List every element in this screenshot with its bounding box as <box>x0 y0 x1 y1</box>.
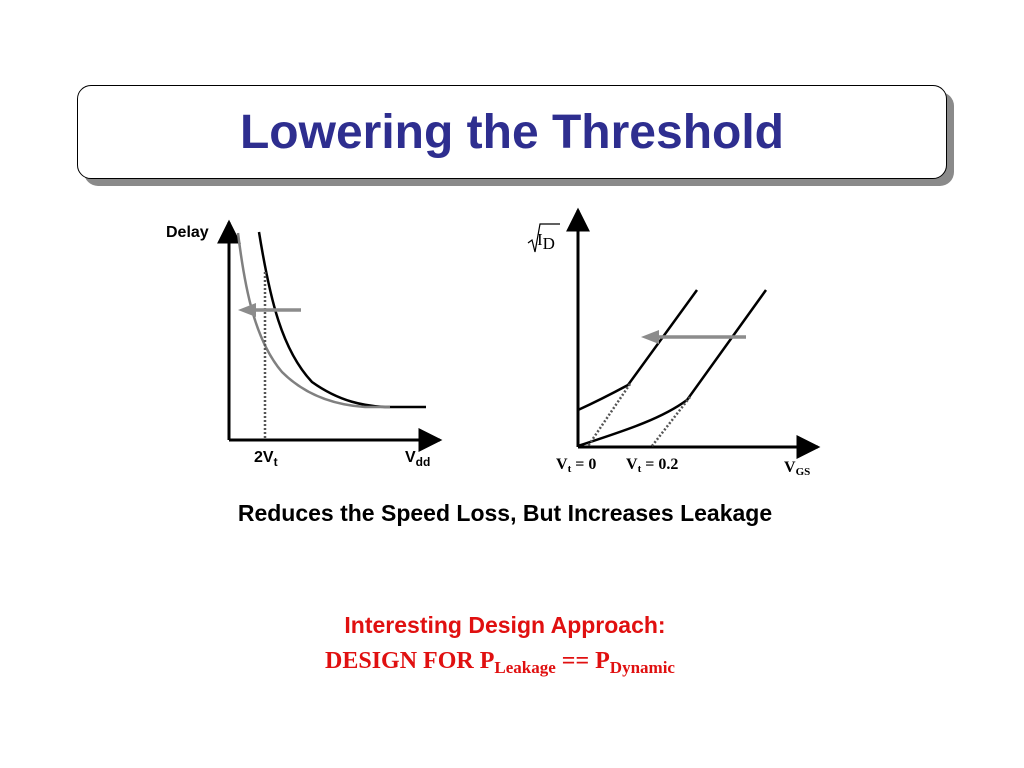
id-curve-vt0 <box>577 289 699 412</box>
id-y-label: ID <box>527 223 560 253</box>
design-rule: DESIGN FOR PLeakage == PDynamic <box>325 648 675 677</box>
delay-curve-lowered <box>236 232 390 409</box>
id-tick-vt0: Vt = 0 <box>556 456 596 475</box>
id-chart: ID Vt = 0 Vt = 0.2 VGS <box>527 207 821 478</box>
id-tick-vt02: Vt = 0.2 <box>626 456 678 475</box>
svg-text:ID: ID <box>537 230 555 253</box>
delay-shift-arrow <box>238 303 301 317</box>
delay-chart: Delay 2Vt Vdd <box>166 219 443 469</box>
slide-title: Lowering the Threshold <box>239 105 784 159</box>
id-curve-vt02 <box>577 289 768 448</box>
delay-x-tick-2vt: 2Vt <box>254 449 278 469</box>
slide-caption: Reduces the Speed Loss, But Increases Le… <box>237 500 773 526</box>
id-x-label-vgs: VGS <box>784 459 810 478</box>
title-box: Lowering the Threshold <box>77 85 947 179</box>
delay-curve-original <box>257 231 426 409</box>
design-approach-label: Interesting Design Approach: <box>344 612 666 638</box>
delay-y-label: Delay <box>166 224 209 241</box>
delay-x-label-vdd: Vdd <box>405 449 430 469</box>
sqrt-icon <box>527 223 560 253</box>
id-extrap-vt02 <box>651 396 691 447</box>
id-shift-arrow <box>641 330 746 344</box>
id-extrap-vt0 <box>586 383 632 447</box>
